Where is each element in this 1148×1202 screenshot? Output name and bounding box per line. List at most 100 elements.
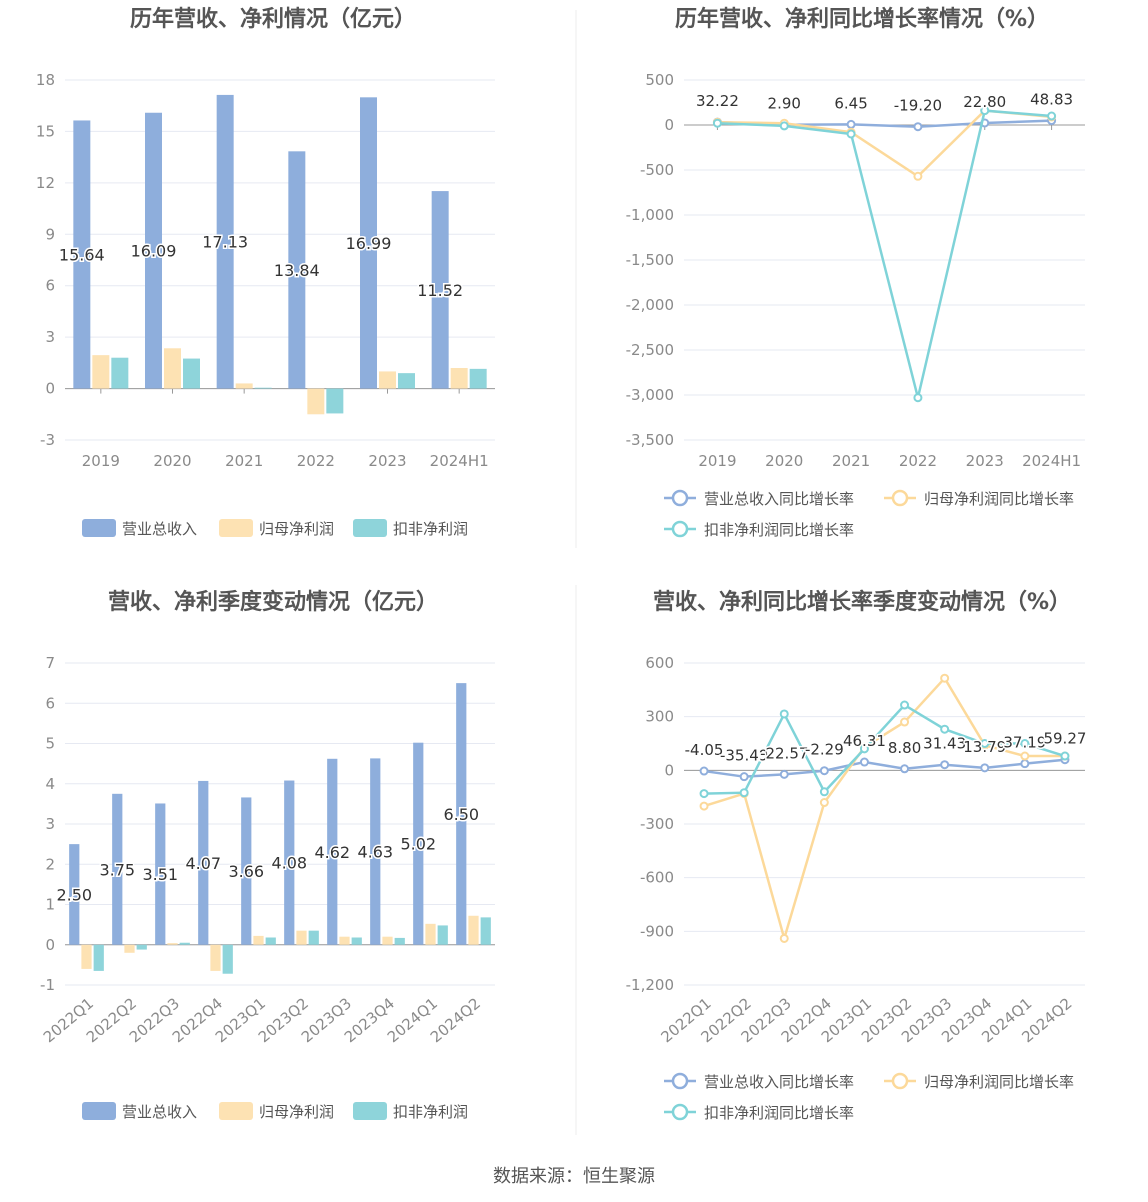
chart-title: 历年营收、净利情况（亿元） bbox=[130, 6, 416, 32]
data-label: 48.83 bbox=[1030, 91, 1073, 109]
x-tick-label: 2023 bbox=[966, 452, 1004, 470]
y-tick-label: 6 bbox=[45, 694, 55, 712]
legend-marker bbox=[671, 1072, 689, 1090]
bar-2023q4-s0 bbox=[370, 758, 381, 945]
point-2022q4-s1 bbox=[819, 798, 829, 808]
bar-2020-s2 bbox=[183, 358, 200, 389]
data-label: 11.52 bbox=[417, 281, 463, 300]
data-label: 2.50 bbox=[56, 885, 92, 904]
bar-2022-s2 bbox=[326, 388, 344, 414]
data-label: 15.64 bbox=[59, 246, 105, 265]
legend-item-label: 营业总收入同比增长率 bbox=[704, 490, 854, 508]
quarterly-amount-chart: 营收、净利季度变动情况（亿元）-1012345672022Q12022Q2202… bbox=[40, 589, 495, 1121]
point-2023q3-s1 bbox=[940, 673, 950, 683]
bar-2023-s0 bbox=[360, 97, 377, 389]
bar-2022-s1 bbox=[307, 388, 325, 415]
bar-2019-s2 bbox=[111, 357, 129, 389]
data-label: 3.75 bbox=[99, 860, 135, 879]
y-tick-label: 300 bbox=[645, 708, 674, 726]
chart-title: 营收、净利同比增长率季度变动情况（%） bbox=[653, 589, 1071, 615]
bar-2024q2-s2 bbox=[480, 917, 491, 945]
y-tick-label: 1 bbox=[45, 896, 55, 914]
y-tick-label: 0 bbox=[45, 936, 55, 954]
y-tick-label: -1,000 bbox=[626, 206, 674, 224]
legend-swatch bbox=[219, 1102, 253, 1120]
bar-2022q4-s2 bbox=[222, 944, 233, 974]
y-tick-label: -900 bbox=[640, 922, 674, 940]
point-2022q3-s2 bbox=[779, 709, 789, 719]
bar-2023-s1 bbox=[379, 371, 396, 389]
x-tick-label: 2019 bbox=[698, 452, 736, 470]
point-2023q4-s2 bbox=[980, 739, 990, 748]
point-2023q3-s2 bbox=[940, 724, 950, 734]
data-label: -22.57 bbox=[760, 744, 808, 762]
bar-2024h1-s2 bbox=[469, 368, 487, 389]
y-tick-label: 600 bbox=[645, 654, 674, 672]
point-2023q3-s0 bbox=[940, 760, 950, 770]
point-2022q3-s0 bbox=[779, 769, 789, 779]
y-tick-label: -1,500 bbox=[626, 251, 674, 269]
bar-2023q1-s0 bbox=[241, 797, 252, 945]
bar-2020-s1 bbox=[164, 348, 181, 389]
point-2022-s1 bbox=[913, 171, 923, 181]
data-label: -4.05 bbox=[685, 741, 724, 759]
legend-item-label: 归母净利润 bbox=[259, 1103, 334, 1121]
y-tick-label: -500 bbox=[640, 161, 674, 179]
data-label: 3.66 bbox=[228, 862, 264, 881]
series-line-s1 bbox=[703, 676, 1065, 944]
bar-2024q2-s1 bbox=[468, 915, 479, 945]
point-2024q1-s1 bbox=[1020, 751, 1030, 761]
bar-2024q1-s1 bbox=[425, 923, 436, 945]
data-label: 3.51 bbox=[142, 865, 178, 884]
point-2022-s2 bbox=[913, 393, 923, 403]
x-tick-label: 2019 bbox=[82, 452, 120, 470]
y-tick-label: -2,500 bbox=[626, 341, 674, 359]
point-2022q2-s2 bbox=[739, 788, 749, 798]
x-tick-label: 2022 bbox=[297, 452, 335, 470]
data-label: 2.90 bbox=[768, 95, 801, 113]
bar-2023q2-s2 bbox=[308, 930, 319, 945]
bar-2022q1-s2 bbox=[93, 944, 104, 971]
data-label: 32.22 bbox=[696, 92, 739, 110]
bar-2022q3-s1 bbox=[167, 943, 178, 945]
legend-item-label: 扣非净利润同比增长率 bbox=[704, 521, 854, 539]
y-tick-label: 5 bbox=[45, 735, 55, 753]
bar-2019-s1 bbox=[92, 355, 110, 389]
data-label: 31.43 bbox=[923, 735, 966, 753]
bar-2024q1-s2 bbox=[437, 925, 448, 945]
bar-2023q3-s0 bbox=[327, 758, 338, 945]
y-tick-label: 4 bbox=[45, 775, 55, 793]
y-tick-label: -2,000 bbox=[626, 296, 674, 314]
point-2023q2-s1 bbox=[900, 717, 910, 727]
bar-2022q4-s1 bbox=[210, 944, 221, 971]
data-label: 5.02 bbox=[400, 835, 436, 854]
bar-2021-s2 bbox=[254, 387, 272, 389]
x-tick-label: 2022 bbox=[899, 452, 937, 470]
data-label: 6.50 bbox=[443, 805, 479, 824]
series-line-s2 bbox=[704, 703, 1066, 795]
bar-2022q1-s1 bbox=[81, 944, 92, 969]
x-tick-label: 2020 bbox=[765, 452, 803, 470]
legend-swatch bbox=[82, 519, 116, 537]
legend-item-label: 扣非净利润同比增长率 bbox=[704, 1104, 854, 1122]
legend-marker bbox=[671, 520, 689, 538]
series-line-s1 bbox=[717, 109, 1052, 178]
data-label: 16.09 bbox=[131, 242, 177, 261]
x-tick-label: 2021 bbox=[832, 452, 870, 470]
point-2019-s2 bbox=[712, 118, 722, 128]
bar-2022q2-s1 bbox=[124, 944, 135, 953]
series-line-s0 bbox=[703, 758, 1066, 778]
bar-2023-s2 bbox=[398, 373, 415, 389]
legend-marker bbox=[891, 489, 909, 507]
bar-2023q3-s2 bbox=[351, 937, 362, 945]
bar-2022q3-s0 bbox=[155, 803, 166, 945]
legend-item-label: 归母净利润同比增长率 bbox=[924, 490, 1074, 508]
y-tick-label: -3,500 bbox=[626, 431, 674, 449]
point-2020-s2 bbox=[779, 121, 789, 131]
point-2024h1-s2 bbox=[1047, 111, 1057, 121]
point-2023q1-s0 bbox=[859, 757, 869, 767]
y-tick-label: -300 bbox=[640, 815, 674, 833]
legend-swatch bbox=[82, 1102, 116, 1120]
bar-2022q3-s2 bbox=[179, 942, 190, 945]
bar-2024q1-s0 bbox=[413, 742, 424, 945]
